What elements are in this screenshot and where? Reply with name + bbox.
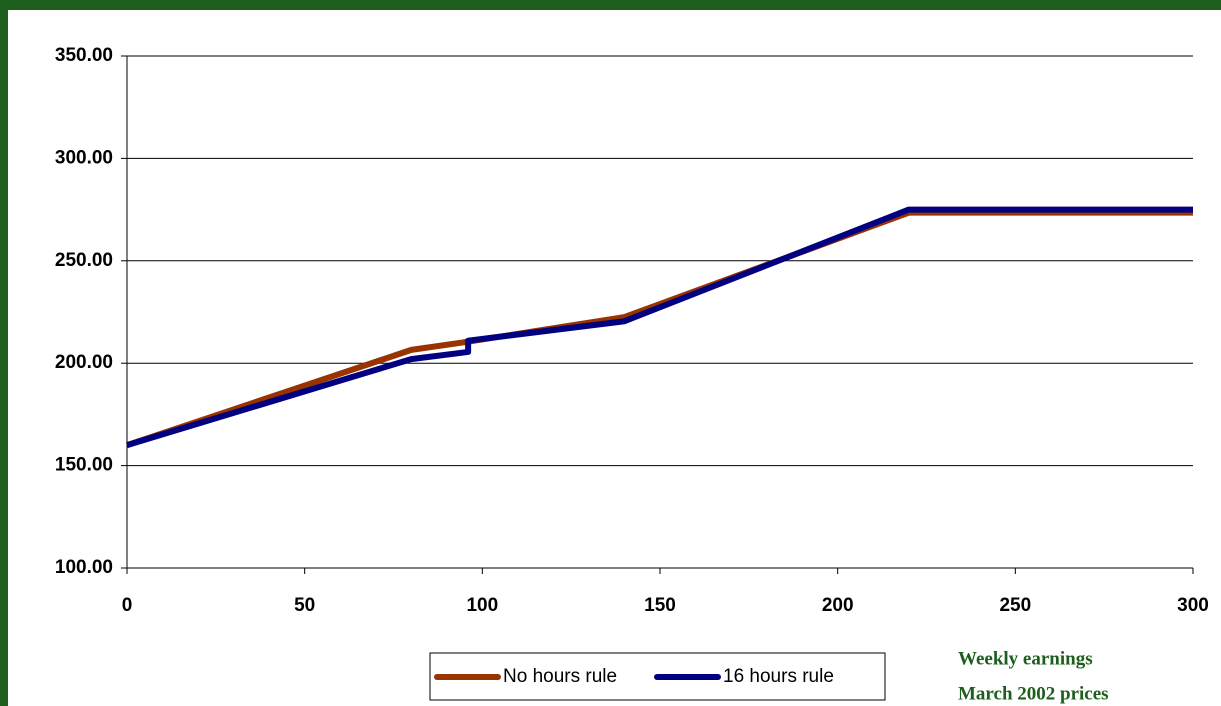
legend-label: 16 hours rule bbox=[723, 666, 834, 687]
y-tick-label: 150.00 bbox=[55, 455, 113, 476]
chart-background bbox=[8, 10, 1221, 706]
y-tick-label: 350.00 bbox=[55, 45, 113, 66]
x-tick-label: 150 bbox=[644, 595, 676, 616]
x-tick-label: 300 bbox=[1177, 595, 1209, 616]
x-tick-label: 50 bbox=[294, 595, 315, 616]
series-line bbox=[126, 206, 1193, 448]
annotation: March 2002 prices bbox=[958, 683, 1109, 704]
x-tick-label: 0 bbox=[122, 595, 133, 616]
annotation: Weekly earnings bbox=[958, 648, 1093, 669]
x-tick-label: 250 bbox=[999, 595, 1031, 616]
legend-label: No hours rule bbox=[503, 666, 617, 687]
y-tick-label: 100.00 bbox=[55, 557, 113, 578]
x-tick-label: 200 bbox=[822, 595, 854, 616]
y-tick-label: 250.00 bbox=[55, 250, 113, 271]
x-tick-label: 100 bbox=[466, 595, 498, 616]
y-tick-label: 300.00 bbox=[55, 147, 113, 168]
y-tick-label: 200.00 bbox=[55, 352, 113, 373]
